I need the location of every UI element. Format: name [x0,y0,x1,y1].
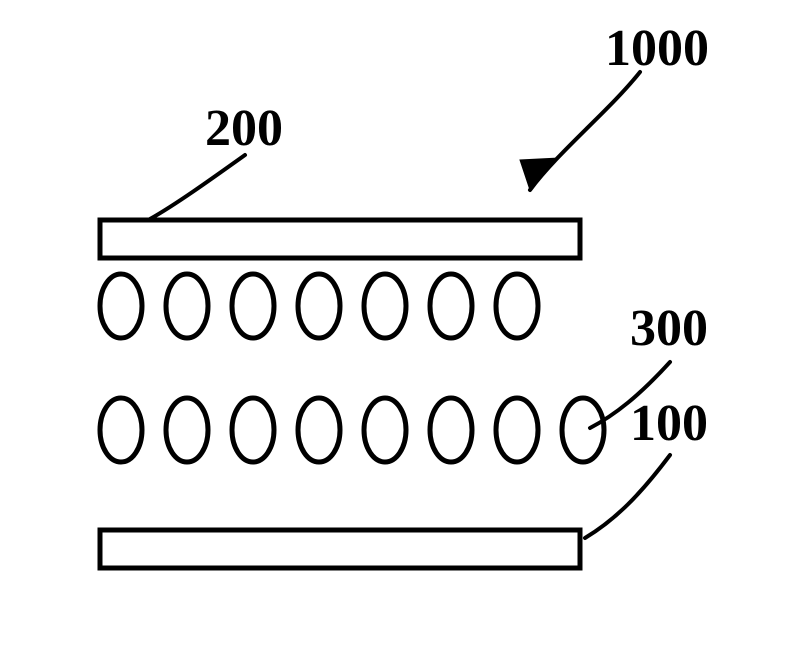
label-bottom-bar: 100 [630,395,708,452]
label-top-bar: 200 [205,100,283,157]
label-interior: 300 [630,300,708,357]
label-assembly: 1000 [605,20,709,77]
